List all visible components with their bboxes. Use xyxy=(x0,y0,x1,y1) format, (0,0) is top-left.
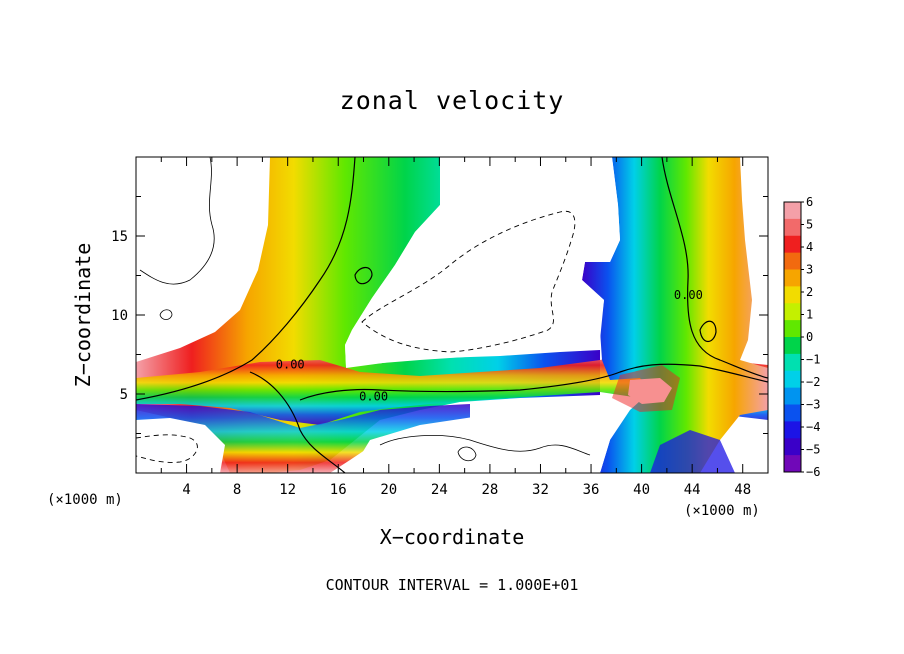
colorbar-swatch xyxy=(784,252,801,270)
thin-contour-small xyxy=(159,309,173,320)
colorbar-swatch xyxy=(784,202,801,220)
colorbar-label: 6 xyxy=(806,195,813,209)
zero-contour-mid xyxy=(249,363,768,473)
lower-left-white xyxy=(136,418,225,473)
colorbar-label: −2 xyxy=(806,375,820,389)
colorbar-label: 0 xyxy=(806,330,813,344)
colorbar-label: −4 xyxy=(806,420,820,434)
bottom-right-white xyxy=(720,420,768,473)
x-tick-label: 4 xyxy=(182,482,190,498)
x-unit-note-left: (×1000 m) xyxy=(47,492,123,508)
colorbar-label: 2 xyxy=(806,285,813,299)
colorbar-label: 1 xyxy=(806,308,813,322)
colorbar-swatch xyxy=(784,235,801,254)
colorbar-swatch xyxy=(784,269,801,287)
contour-lines xyxy=(136,157,768,473)
zero-contour-eddy xyxy=(354,266,373,285)
colorbar-swatch xyxy=(784,353,801,372)
x-tick-label: 40 xyxy=(633,482,650,498)
zero-contour-right xyxy=(661,157,768,379)
x-tick-label: 36 xyxy=(583,482,600,498)
x-tick-label: 32 xyxy=(532,482,549,498)
x-tick-label: 8 xyxy=(233,482,241,498)
colorbar-swatch xyxy=(784,387,801,405)
colorbar-label: −5 xyxy=(806,443,820,457)
y-tick-label: 5 xyxy=(120,387,128,403)
x-tick-label: 16 xyxy=(330,482,347,498)
dashed-contour-lower-left xyxy=(136,434,198,463)
heatmap-field xyxy=(136,157,768,473)
colorbar-swatch xyxy=(784,320,801,338)
contour-labels: 0.00 0.00 0.00 xyxy=(276,288,703,403)
colorbar-swatch xyxy=(784,421,801,439)
lower-white-area xyxy=(350,415,610,473)
y-tick-label: 10 xyxy=(111,308,128,324)
white-eddy-right xyxy=(628,378,672,404)
colorbar-swatch xyxy=(784,404,801,422)
thin-contour-lower xyxy=(379,435,591,456)
colorbar-swatch xyxy=(784,218,801,237)
x-unit-note-right: (×1000 m) xyxy=(684,503,760,519)
thin-contour-upper-left xyxy=(139,157,215,285)
colorbar-swatch xyxy=(784,286,801,304)
x-tick-label: 24 xyxy=(431,482,448,498)
contour-label: 0.00 xyxy=(276,358,305,372)
colorbar-label: 3 xyxy=(806,263,813,277)
colorbar-swatch xyxy=(784,370,801,389)
contour-label: 0.00 xyxy=(674,288,703,302)
colorbar-label: −3 xyxy=(806,398,820,412)
x-tick-label: 20 xyxy=(380,482,397,498)
x-tick-label: 48 xyxy=(734,482,751,498)
colorbar-label: −6 xyxy=(806,465,820,479)
colorbar-label: −1 xyxy=(806,353,820,367)
x-tick-label: 12 xyxy=(279,482,296,498)
thin-contour-eddy xyxy=(457,446,477,462)
zero-contour-eddy-right xyxy=(699,320,717,343)
colorbar-label: 5 xyxy=(806,218,813,232)
y-tick-label: 15 xyxy=(111,229,128,245)
right-jet-band xyxy=(582,157,768,473)
colorbar-swatch xyxy=(784,337,801,355)
x-tick-label: 44 xyxy=(684,482,701,498)
contour-interval-note: CONTOUR INTERVAL = 1.000E+01 xyxy=(325,576,579,594)
colorbar-swatch xyxy=(784,438,801,456)
zero-contour-left xyxy=(136,157,356,401)
x-tick-label: 28 xyxy=(481,482,498,498)
bottom-right-dark xyxy=(650,430,740,473)
chart-title: zonal velocity xyxy=(339,86,565,115)
colorbar-swatch xyxy=(784,455,801,473)
upper-white-area xyxy=(345,157,620,366)
colorbar-label: 4 xyxy=(806,240,813,254)
contour-label: 0.00 xyxy=(359,389,388,403)
colorbar-swatch xyxy=(784,303,801,321)
red-patch-right xyxy=(612,365,680,412)
x-axis-title: X−coordinate xyxy=(379,525,525,549)
colorbar: 6 5 4 3 2 1 0 −1 −2 −3 −4 −5 −6 xyxy=(783,195,820,479)
